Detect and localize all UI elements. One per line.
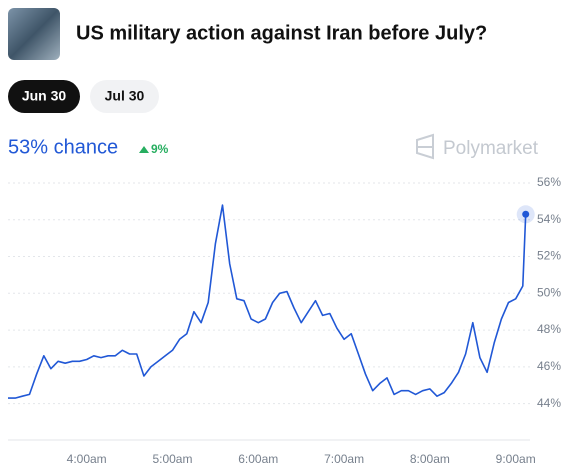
change: 9%	[151, 142, 169, 156]
market-title: US military action against Iran before J…	[76, 22, 487, 44]
tab-active[interactable]	[8, 80, 80, 113]
x-tick-label: 9:00am	[496, 452, 536, 466]
y-tick-label: 54%	[537, 212, 561, 226]
tab-label[interactable]: Jun 30	[22, 88, 67, 104]
y-tick-label: 52%	[537, 249, 561, 263]
y-tick-label: 56%	[537, 175, 561, 189]
x-tick-label: 5:00am	[152, 452, 192, 466]
market-thumbnail	[8, 8, 60, 60]
x-tick-label: 8:00am	[410, 452, 450, 466]
up-arrow	[139, 146, 149, 153]
tab-label[interactable]: Jul 30	[105, 88, 145, 104]
end-point	[522, 210, 530, 218]
x-tick-label: 7:00am	[324, 452, 364, 466]
y-tick-label: 50%	[537, 285, 561, 299]
x-tick-label: 4:00am	[67, 452, 107, 466]
y-tick-label: 48%	[537, 322, 561, 336]
tab[interactable]	[90, 80, 159, 113]
x-tick-label: 6:00am	[238, 452, 278, 466]
y-tick-label: 46%	[537, 359, 561, 373]
y-tick-label: 44%	[537, 396, 561, 410]
brand-logo	[416, 133, 434, 160]
chance: 53% chance	[8, 136, 118, 158]
price-line	[8, 204, 527, 399]
brand: Polymarket	[443, 138, 539, 159]
